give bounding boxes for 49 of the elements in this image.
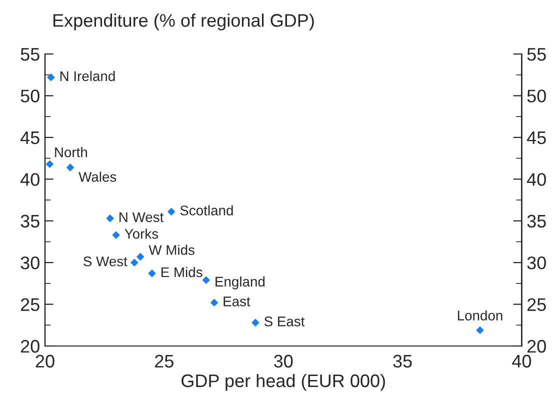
annotation: E Mids bbox=[161, 266, 202, 278]
y-tick-label: 25 bbox=[20, 298, 40, 312]
x-tick-label: 20 bbox=[36, 354, 54, 368]
annotation: W Mids bbox=[148, 244, 194, 255]
point bbox=[46, 160, 54, 168]
point bbox=[167, 208, 176, 216]
annotation: N Ireland bbox=[60, 70, 115, 82]
point bbox=[476, 326, 484, 334]
y2-tick-label: 45 bbox=[526, 132, 546, 144]
annotation: S West bbox=[84, 256, 128, 266]
y2-tick-label: 55 bbox=[527, 48, 546, 61]
y2-tick-label: 40 bbox=[526, 173, 546, 186]
y2-tick-label: 35 bbox=[527, 214, 546, 228]
y-axis-title: Expenditure (% of regional GDP) bbox=[53, 14, 314, 30]
point bbox=[252, 318, 260, 327]
y-tick-label: 50 bbox=[20, 90, 40, 102]
y2-tick-label: 20 bbox=[527, 340, 546, 353]
x-tick-label: 25 bbox=[155, 354, 174, 368]
point bbox=[210, 298, 218, 307]
annotation: North bbox=[55, 147, 87, 158]
annotation: Yorks bbox=[124, 228, 158, 239]
annotation: N West bbox=[120, 212, 164, 222]
y2-tick-label: 25 bbox=[527, 298, 546, 312]
annotation: Wales bbox=[78, 172, 116, 182]
point bbox=[136, 252, 144, 261]
annotation: England bbox=[216, 276, 265, 290]
x-tick-label: 30 bbox=[274, 354, 293, 368]
annotation: Scotland bbox=[180, 205, 233, 216]
point bbox=[112, 231, 120, 239]
annotation: London bbox=[458, 310, 502, 320]
y2-tick-label: 30 bbox=[527, 256, 546, 270]
point bbox=[148, 269, 156, 278]
point bbox=[106, 214, 114, 222]
x-axis-title: GDP per head (EUR 000) bbox=[182, 374, 385, 391]
point bbox=[130, 258, 138, 266]
point bbox=[47, 73, 55, 82]
annotation: S East bbox=[264, 316, 305, 326]
y-tick-label: 30 bbox=[20, 256, 40, 270]
y-tick-label: 45 bbox=[20, 132, 40, 144]
y2-tick-label: 50 bbox=[527, 90, 546, 102]
x-tick-label: 40 bbox=[512, 354, 532, 368]
point bbox=[66, 164, 74, 172]
y-tick-label: 55 bbox=[20, 48, 40, 61]
x-tick-label: 35 bbox=[393, 354, 412, 368]
point bbox=[202, 276, 210, 284]
y-tick-label: 20 bbox=[20, 340, 40, 353]
annotation: East bbox=[224, 296, 250, 306]
y-tick-label: 40 bbox=[20, 173, 40, 186]
y-tick-label: 35 bbox=[20, 214, 40, 228]
